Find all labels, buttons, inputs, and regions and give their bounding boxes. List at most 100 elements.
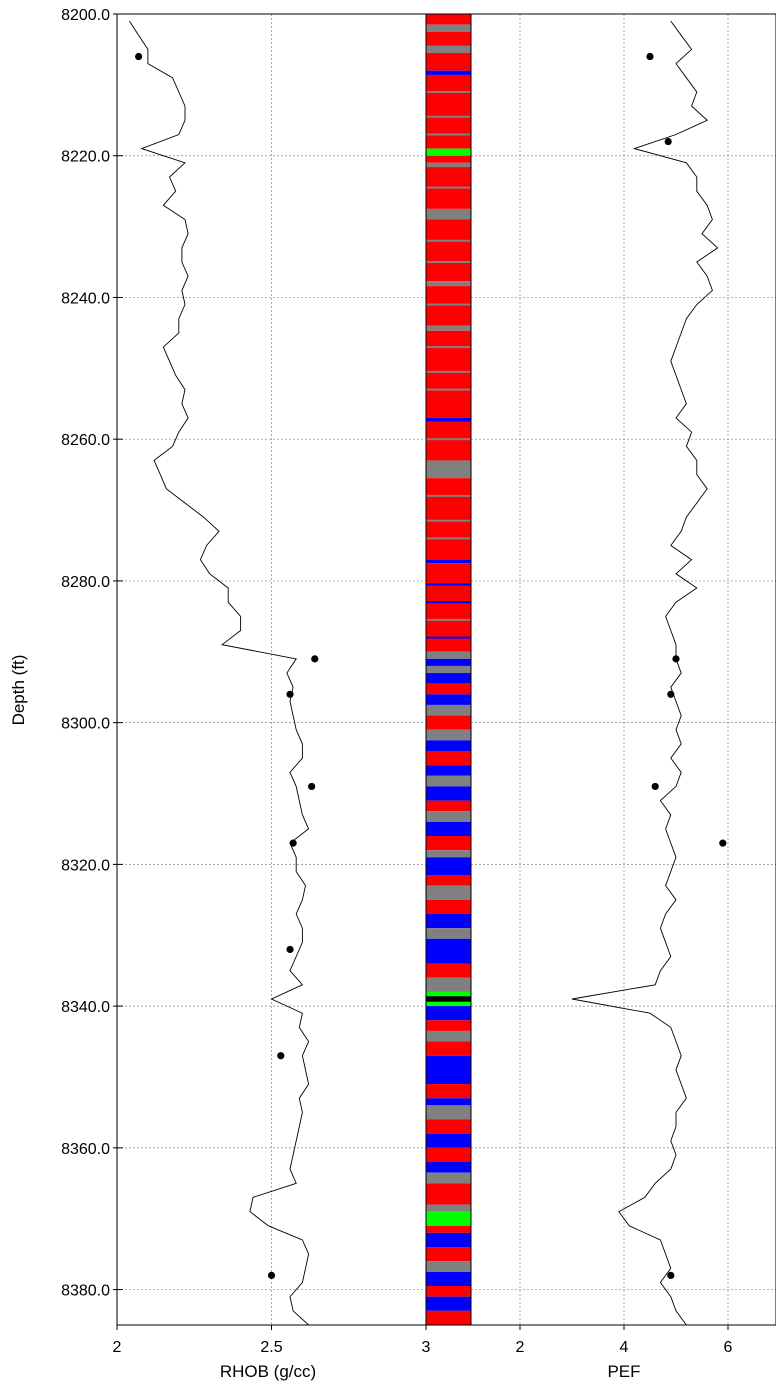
facies-segment bbox=[426, 286, 471, 326]
facies-stripe bbox=[426, 303, 471, 306]
facies-segment bbox=[426, 673, 471, 684]
facies-segment bbox=[426, 1001, 471, 1007]
facies-stripe bbox=[426, 115, 471, 118]
facies-stripe bbox=[426, 388, 471, 391]
rhob-curve bbox=[129, 20, 310, 1325]
y-tick-label: 8380.0 bbox=[61, 1283, 110, 1300]
facies-segment bbox=[426, 1261, 471, 1272]
facies-segment bbox=[426, 750, 471, 766]
rhob-core-point bbox=[286, 945, 294, 954]
facies-segment bbox=[426, 996, 471, 1002]
facies-segment bbox=[426, 1041, 471, 1056]
rhob-axis-label: RHOB (g/cc) bbox=[220, 1362, 316, 1381]
rhob-core-point bbox=[286, 690, 294, 698]
data-layer bbox=[129, 14, 727, 1325]
facies-segment bbox=[426, 1055, 471, 1085]
facies-segment bbox=[426, 559, 471, 564]
rhob-core-point bbox=[277, 1052, 285, 1060]
rhob-x-tick-label: 3 bbox=[422, 1339, 431, 1356]
facies-segment bbox=[426, 219, 471, 282]
pef-core-point bbox=[672, 655, 680, 663]
facies-stripe bbox=[426, 370, 471, 373]
pef-core-point bbox=[667, 690, 675, 698]
facies-segment bbox=[426, 1225, 471, 1233]
y-tick-label: 8280.0 bbox=[61, 574, 110, 591]
facies-segment bbox=[426, 913, 471, 929]
facies-segment bbox=[426, 938, 471, 964]
y-tick-label: 8220.0 bbox=[61, 149, 110, 166]
facies-segment bbox=[426, 52, 471, 71]
facies-segment bbox=[426, 1211, 471, 1226]
facies-segment bbox=[426, 31, 471, 46]
y-tick-label: 8340.0 bbox=[61, 999, 110, 1016]
pef-panel-frame bbox=[470, 13, 776, 1326]
facies-segment bbox=[426, 665, 471, 674]
facies-segment bbox=[426, 811, 471, 822]
facies-segment bbox=[426, 899, 471, 914]
facies-segment bbox=[426, 729, 471, 741]
facies-segment bbox=[426, 281, 471, 287]
facies-stripe bbox=[426, 261, 471, 264]
y-tick-label: 8200.0 bbox=[61, 7, 110, 24]
facies-segment bbox=[426, 417, 471, 422]
facies-segment bbox=[426, 683, 471, 695]
facies-segment bbox=[426, 1105, 471, 1120]
facies-stripe bbox=[426, 583, 471, 586]
facies-stripe bbox=[426, 601, 471, 604]
facies-stripe bbox=[426, 537, 471, 540]
facies-segment bbox=[426, 963, 471, 978]
facies-segment bbox=[426, 1247, 471, 1262]
y-tick-label: 8240.0 bbox=[61, 290, 110, 307]
pef-core-point bbox=[664, 137, 672, 146]
rhob-core-point bbox=[289, 839, 297, 847]
facies-segment bbox=[426, 1119, 471, 1134]
facies-segment bbox=[426, 1084, 471, 1099]
facies-segment bbox=[426, 875, 471, 886]
rhob-core-point bbox=[311, 655, 319, 663]
facies-segment bbox=[426, 162, 471, 168]
facies-segment bbox=[426, 1162, 471, 1173]
y-tick-label: 8360.0 bbox=[61, 1141, 110, 1158]
facies-segment bbox=[426, 478, 471, 560]
label-layer: Depth (ft) RHOB (g/cc) PEF 8200.0 8220.0 8… bbox=[9, 7, 733, 1381]
facies-segment bbox=[426, 24, 471, 32]
facies-segment bbox=[426, 1296, 471, 1311]
facies-segment bbox=[426, 155, 471, 163]
facies-segment bbox=[426, 1172, 471, 1184]
y-tick-label: 8320.0 bbox=[61, 857, 110, 874]
pef-core-point bbox=[667, 1271, 675, 1279]
facies-segment bbox=[426, 1204, 471, 1212]
facies-segment bbox=[426, 715, 471, 730]
facies-segment bbox=[426, 694, 471, 705]
y-tick-label: 8260.0 bbox=[61, 432, 110, 449]
facies-segment bbox=[426, 1271, 471, 1287]
rhob-x-tick-label: 2 bbox=[113, 1339, 122, 1356]
facies-segment bbox=[426, 1183, 471, 1205]
facies-segment bbox=[426, 1006, 471, 1021]
facies-segment bbox=[426, 330, 471, 418]
facies-segment bbox=[426, 786, 471, 801]
facies-segment bbox=[426, 14, 471, 25]
facies-segment bbox=[426, 208, 471, 220]
y-axis-label: Depth (ft) bbox=[9, 655, 28, 726]
facies-segment bbox=[426, 651, 471, 659]
facies-segment bbox=[426, 821, 471, 837]
pef-axis-label: PEF bbox=[607, 1362, 640, 1381]
facies-segment bbox=[426, 460, 471, 479]
facies-segment bbox=[426, 1310, 471, 1325]
facies-segment bbox=[426, 1030, 471, 1042]
facies-stripe bbox=[426, 90, 471, 93]
facies-segment bbox=[426, 325, 471, 331]
rhob-x-tick-label: 2.5 bbox=[260, 1339, 282, 1356]
facies-segment bbox=[426, 70, 471, 75]
facies-segment bbox=[426, 775, 471, 787]
facies-stripe bbox=[426, 346, 471, 349]
rhob-panel-frame bbox=[116, 13, 472, 1326]
facies-segment bbox=[426, 1232, 471, 1248]
facies-segment bbox=[426, 421, 471, 461]
facies-segment bbox=[426, 765, 471, 776]
y-tick-label: 8300.0 bbox=[61, 716, 110, 733]
facies-stripe bbox=[426, 636, 471, 639]
facies-segment bbox=[426, 658, 471, 666]
facies-segment bbox=[426, 991, 471, 997]
